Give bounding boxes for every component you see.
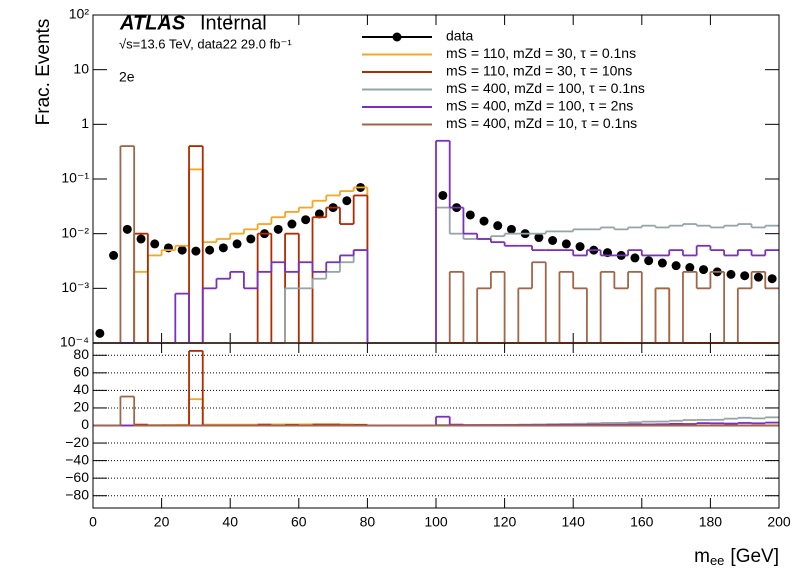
data-point <box>740 271 750 281</box>
y-tick-label: −80 <box>65 486 89 502</box>
data-point <box>246 234 256 244</box>
legend-label: data <box>446 28 473 44</box>
legend-marker <box>392 32 402 42</box>
atlas-label: ATLAS <box>119 12 186 34</box>
data-point <box>575 242 585 252</box>
data-point <box>287 219 297 229</box>
y-tick-label: 10⁻² <box>61 224 89 240</box>
data-point <box>493 221 503 231</box>
x-tick-label: 40 <box>222 514 238 530</box>
x-tick-label: 0 <box>89 514 97 530</box>
data-point <box>657 258 667 268</box>
x-tick-label: 60 <box>291 514 307 530</box>
y-tick-label: 10⁻¹ <box>61 170 89 186</box>
x-tick-label: 120 <box>493 514 517 530</box>
data-point <box>438 190 448 200</box>
data-point <box>767 274 777 284</box>
plot-frame <box>92 342 780 509</box>
legend-label: mS = 110, mZd = 30, τ = 0.1ns <box>446 45 636 61</box>
data-point <box>150 239 160 249</box>
y-tick-label: 80 <box>73 346 89 362</box>
data-point <box>314 209 324 219</box>
data-point <box>561 239 571 249</box>
x-tick-label: 180 <box>699 514 723 530</box>
data-point <box>95 328 105 338</box>
data-point <box>753 272 763 282</box>
y-tick-label: −40 <box>65 451 89 467</box>
y-axis-label: Frac. Events <box>33 19 54 126</box>
data-point <box>534 233 544 243</box>
legend-label: mS = 110, mZd = 30, τ = 10ns <box>446 63 632 79</box>
y-tick-label: 10⁻⁴ <box>60 334 89 350</box>
data-point <box>548 235 558 245</box>
data-point <box>630 253 640 263</box>
x-label-subscript: ee <box>710 553 724 568</box>
data-point <box>122 224 132 234</box>
y-tick-label: 20 <box>73 399 89 415</box>
x-tick-label: 20 <box>154 514 170 530</box>
y-tick-label: 10⁻³ <box>61 279 89 295</box>
x-label-unit: [GeV] <box>730 546 779 567</box>
data-point <box>726 269 736 279</box>
data-point <box>342 196 352 206</box>
status-label: Internal <box>200 12 267 34</box>
y-tick-label: 10 <box>73 60 89 76</box>
data-point <box>177 245 187 255</box>
data-point <box>191 246 201 256</box>
data-point <box>644 256 654 266</box>
x-axis-label: mee [GeV] <box>694 546 779 568</box>
data-point <box>109 250 119 260</box>
y-tick-label: −60 <box>65 469 89 485</box>
legend-label: mS = 400, mZd = 10, τ = 0.1ns <box>446 115 637 131</box>
annotation: 2e <box>119 69 135 85</box>
y-tick-label: 0 <box>81 416 89 432</box>
data-point <box>479 216 489 226</box>
data-point <box>506 224 516 234</box>
y-tick-label: −20 <box>65 434 89 450</box>
legend-label: mS = 400, mZd = 100, τ = 2ns <box>446 98 633 114</box>
data-point <box>671 261 681 271</box>
y-tick-label: 60 <box>73 364 89 380</box>
data-point <box>685 263 695 273</box>
x-tick-label: 140 <box>562 514 586 530</box>
data-point <box>136 234 146 244</box>
x-tick-label: 160 <box>630 514 654 530</box>
x-tick-label: 200 <box>767 514 791 530</box>
subtitle: √s=13.6 TeV, data22 29.0 fb⁻¹ <box>119 36 292 51</box>
data-point <box>301 215 311 225</box>
y-tick-label: 10² <box>69 6 90 22</box>
data-point <box>232 239 242 249</box>
x-tick-label: 80 <box>360 514 376 530</box>
y-tick-label: 40 <box>73 381 89 397</box>
data-point <box>205 245 215 255</box>
data-point <box>699 265 709 275</box>
x-tick-label: 100 <box>424 514 448 530</box>
y-tick-label: 1 <box>81 115 89 131</box>
data-point <box>273 224 283 234</box>
legend-label: mS = 400, mZd = 100, τ = 0.1ns <box>446 80 645 96</box>
data-point <box>465 210 475 220</box>
x-label-symbol: m <box>694 546 710 567</box>
data-point <box>218 243 228 253</box>
